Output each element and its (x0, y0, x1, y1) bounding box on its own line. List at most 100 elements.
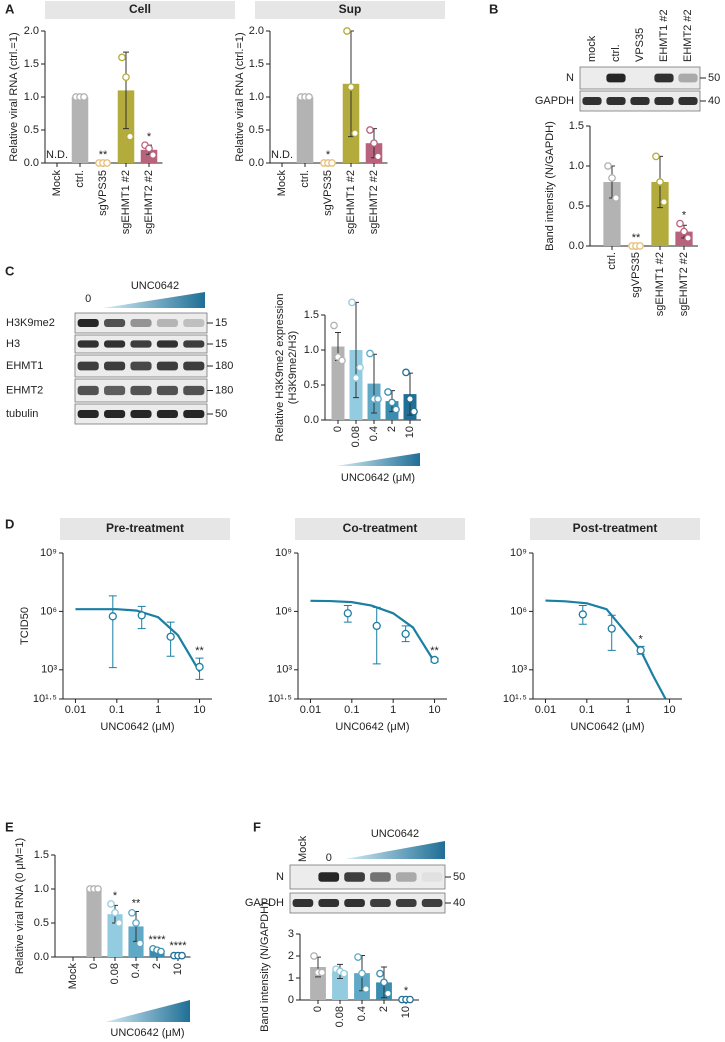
panel-label: A (5, 1, 15, 16)
x-axis-label: UNC0642 (μM) (100, 721, 174, 733)
data-point (366, 349, 374, 358)
blot-band (77, 410, 99, 418)
y-axis-label: Relative viral RNA (ctrl.=1) (8, 32, 20, 161)
data-point (392, 405, 400, 414)
marker-label: 40 (453, 897, 465, 909)
x-tick-label: ctrl. (606, 252, 618, 270)
fit-curve (545, 599, 667, 700)
x-tick-label: 0 (312, 1006, 324, 1012)
data-point (310, 952, 318, 960)
row-label: H3 (6, 338, 20, 350)
blot-band (183, 410, 205, 418)
blot-band (606, 73, 626, 83)
row-label: H3K9me2 (6, 317, 55, 329)
blot-band (77, 385, 99, 396)
data-point (354, 953, 362, 961)
data-point (80, 93, 88, 101)
lane-label: Mock (297, 835, 309, 862)
data-point (166, 632, 175, 641)
lane-label: 0 (326, 852, 332, 864)
fit-curve (310, 599, 436, 663)
blot-band (606, 97, 626, 105)
x-axis-label: UNC0642 (μM) (335, 721, 409, 733)
bar (331, 346, 345, 420)
data-point (370, 139, 378, 148)
blot-band (344, 872, 365, 882)
data-point (195, 662, 204, 672)
x-tick-label: sgEHMT2 #2 (143, 170, 155, 234)
annotation: * (638, 633, 643, 645)
y-tick-label: 0.0 (34, 951, 49, 963)
y-tick-label: 10⁹ (40, 547, 57, 559)
row-label: tubulin (6, 408, 38, 420)
x-tick-label: 0 (88, 963, 100, 969)
x-tick-label: ctrl. (299, 170, 311, 188)
x-tick-label: 0.1 (579, 704, 594, 716)
marker-label: 180 (215, 384, 233, 396)
title-box (255, 1, 445, 19)
blot-band (370, 872, 391, 882)
panel-label: E (5, 819, 14, 834)
blot-band (104, 319, 126, 327)
x-tick-label: ctrl. (74, 170, 86, 188)
blot-band (292, 899, 314, 907)
data-point (410, 407, 418, 416)
blot-band (678, 73, 698, 83)
data-point (362, 985, 370, 993)
blot-band (678, 97, 698, 105)
x-tick-label: 10 (428, 704, 440, 716)
data-point (338, 356, 346, 365)
panel-label: C (5, 263, 15, 278)
y-axis-label: Band intensity (N/GAPDH) (544, 121, 556, 251)
chart-title: Cell (129, 2, 151, 16)
x-tick-label: 2 (386, 426, 398, 432)
dose-triangle (103, 292, 205, 308)
x-tick-label: 2 (151, 963, 163, 969)
data-point (107, 900, 115, 908)
data-point (402, 368, 410, 377)
blot-band (421, 872, 443, 882)
y-tick-label: 1.5 (249, 58, 264, 70)
panel-label: F (253, 819, 261, 834)
data-point (128, 908, 136, 917)
data-point (178, 951, 186, 960)
x-tick-label: sgEHMT1 #2 (654, 252, 666, 316)
y-axis-label: Band intensity (N/GAPDH) (259, 902, 271, 1032)
data-point (430, 655, 439, 665)
y-tick-label: 0.5 (24, 124, 39, 136)
x-tick-label: 0.4 (368, 426, 380, 441)
blot-band (104, 361, 126, 371)
y-tick-label: 10¹·⁵ (503, 693, 527, 705)
data-point (340, 969, 348, 978)
x-tick-label: sgEHMT2 #2 (678, 252, 690, 316)
data-point (108, 612, 117, 621)
blot-band (654, 73, 674, 83)
annotation: N.D. (271, 149, 293, 161)
y-tick-label: 10¹·⁵ (268, 693, 292, 705)
y-tick-label: 10³ (511, 664, 527, 676)
marker-label: 40 (708, 95, 720, 107)
marker-label: 15 (215, 338, 227, 350)
data-point (660, 198, 668, 206)
dose-triangle (105, 1000, 190, 1022)
blot-band (395, 899, 417, 907)
blot-band (370, 899, 391, 907)
x-tick-label: 1 (390, 704, 396, 716)
annotation: ** (132, 897, 141, 909)
chart-title: Post-treatment (573, 521, 658, 535)
data-point (636, 242, 644, 250)
data-point (149, 151, 157, 159)
x-tick-label: 10 (193, 704, 205, 716)
panel-label: B (489, 1, 498, 16)
annotation: * (682, 210, 687, 222)
blot-strip (289, 864, 446, 890)
x-tick-label: 2 (378, 1006, 390, 1012)
bar (651, 182, 669, 246)
x-tick-label: Mock (67, 963, 79, 990)
blot-band (104, 340, 126, 348)
blot-band (130, 340, 152, 348)
marker-label: 50 (453, 871, 465, 883)
x-tick-label: 1 (155, 704, 161, 716)
x-tick-label: 10 (400, 1006, 412, 1018)
